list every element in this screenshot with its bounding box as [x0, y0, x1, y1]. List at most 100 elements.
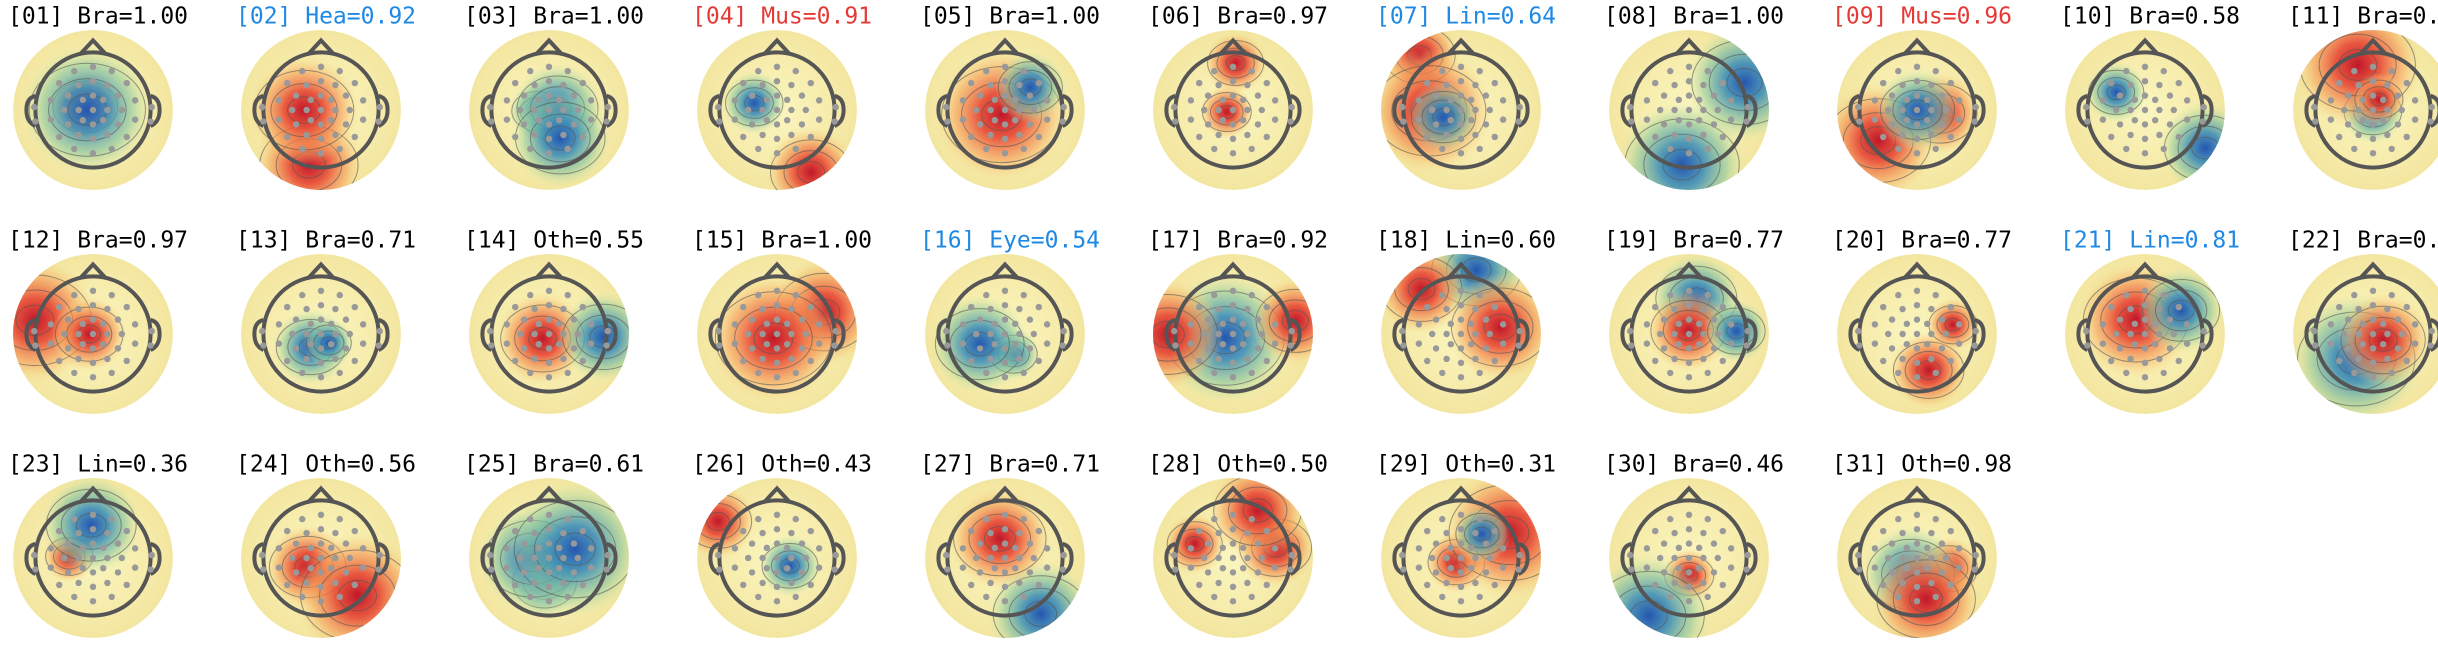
electrode [1443, 131, 1450, 139]
electrode [1947, 581, 1954, 589]
electrode [545, 302, 553, 309]
electrode [564, 291, 571, 299]
electrode [56, 303, 63, 311]
contour-line [1909, 585, 1944, 613]
electrode [1001, 374, 1009, 381]
contour-line [1432, 108, 1455, 127]
electrode [1026, 540, 1034, 547]
nose [1219, 485, 1247, 503]
nose [1903, 37, 1931, 55]
electrode [579, 581, 586, 589]
component: [12] Bra=0.97 [8, 228, 188, 414]
electrode [783, 564, 791, 572]
electrode [773, 554, 781, 562]
electrode [2384, 330, 2391, 338]
electrode [303, 355, 310, 363]
electrode [1491, 527, 1498, 535]
electrode [1196, 527, 1203, 535]
electrode [2123, 67, 2130, 75]
electrode [2141, 359, 2149, 366]
electrode [71, 515, 78, 523]
electrode [1215, 106, 1222, 114]
electrode [1695, 116, 1703, 124]
electrode [71, 369, 78, 377]
electrode [1016, 330, 1023, 338]
electrode [1913, 526, 1921, 533]
electrode [1415, 97, 1423, 104]
ear [1392, 318, 1405, 352]
electrode [31, 551, 38, 559]
electrode [783, 96, 791, 104]
electrode [773, 374, 781, 381]
electrode [342, 345, 350, 352]
nose [535, 485, 563, 503]
component: [11] Bra=0.70 [2288, 4, 2438, 190]
component: [20] Bra=0.77 [1832, 228, 2012, 414]
electrode [763, 320, 771, 328]
nose [307, 485, 335, 503]
electrode [2141, 316, 2149, 323]
component-title: [25] Bra=0.61 [464, 452, 644, 478]
electrode [75, 529, 82, 537]
electrode [1667, 515, 1674, 523]
electrode [773, 511, 781, 518]
electrode [716, 342, 723, 349]
electrode [1424, 303, 1431, 311]
electrode [1871, 97, 1879, 104]
electrode [1457, 554, 1465, 562]
contour-line [2142, 279, 2221, 342]
electrode [2156, 131, 2163, 139]
electrode [2398, 106, 2405, 114]
electrode [89, 569, 97, 576]
electrode [2131, 320, 2139, 328]
electrode [79, 340, 87, 348]
electrode [1744, 327, 1751, 335]
electrode [1700, 579, 1707, 587]
electrode [2131, 96, 2139, 104]
electrode [1727, 321, 1735, 328]
electrode [332, 106, 339, 114]
electrode [2327, 116, 2335, 123]
electrode [564, 593, 571, 601]
electrode [503, 116, 511, 123]
electrode [1219, 564, 1227, 572]
component-title: [26] Oth=0.43 [692, 452, 872, 478]
electrode [527, 515, 534, 523]
contour-line [1242, 498, 1273, 523]
electrode [317, 374, 325, 381]
topomap-blob [948, 487, 1052, 591]
electrode [959, 340, 967, 347]
electrode [1244, 529, 1251, 537]
component: [27] Bra=0.71 [920, 452, 1100, 638]
electrode [1667, 291, 1674, 299]
electrode [2379, 116, 2387, 124]
electrode [1229, 554, 1237, 562]
electrode [570, 540, 578, 547]
ear [1289, 542, 1302, 576]
electrode [56, 527, 63, 535]
electrode [317, 316, 325, 323]
electrode [807, 581, 814, 589]
electrode [1491, 79, 1498, 87]
electrode [788, 81, 795, 89]
electrode [1704, 515, 1711, 523]
electrode [2411, 116, 2419, 123]
electrode [1439, 67, 1446, 75]
electrode [555, 340, 563, 348]
electrode [2131, 340, 2139, 348]
electrode [579, 303, 586, 311]
contour-line [934, 308, 1025, 381]
electrode [2127, 305, 2134, 313]
electrode [1947, 79, 1954, 87]
electrode [1472, 81, 1479, 89]
electrode [1263, 79, 1270, 87]
electrode [1229, 302, 1237, 309]
electrode [1855, 551, 1862, 559]
electrode [32, 342, 39, 349]
electrode [1211, 67, 1218, 75]
electrode [2355, 330, 2362, 338]
electrode [976, 345, 984, 352]
electrode [1932, 369, 1939, 377]
electrode [1020, 145, 1027, 153]
electrode [831, 342, 838, 349]
